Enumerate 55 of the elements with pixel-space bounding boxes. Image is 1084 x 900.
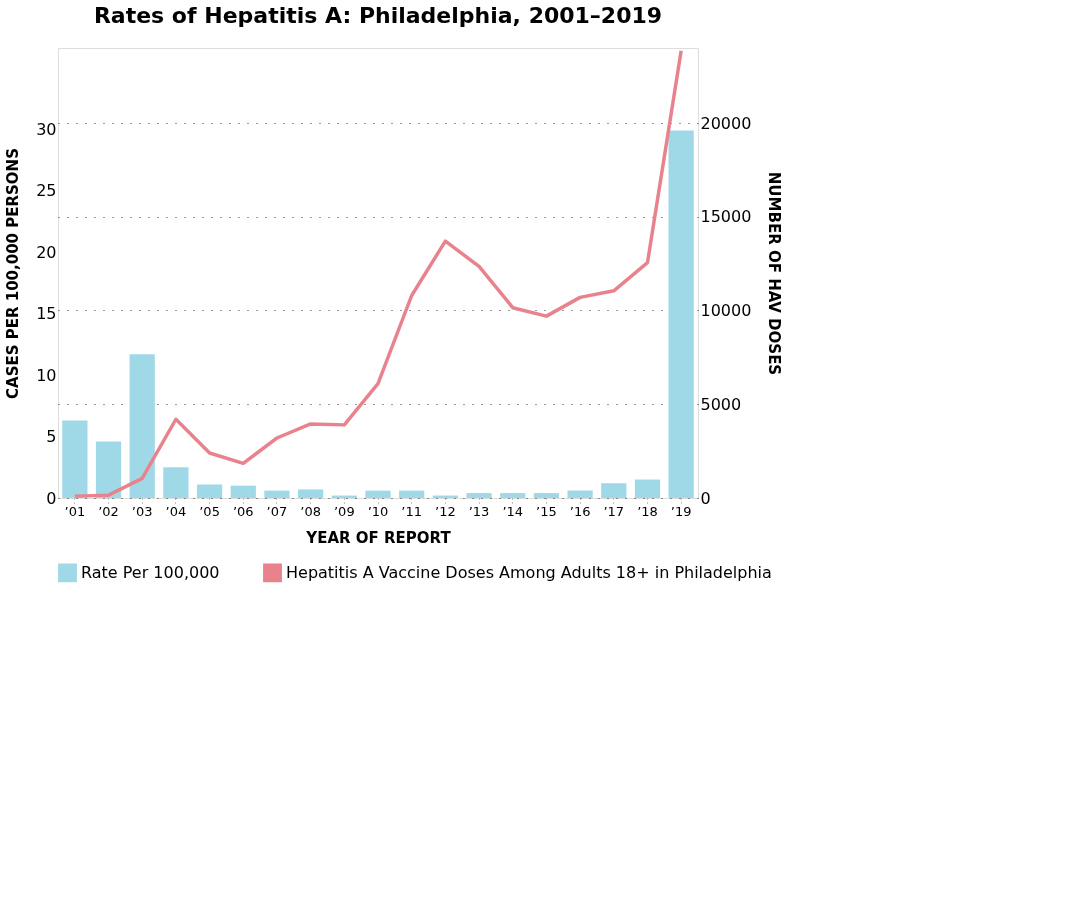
x-tick-label: ’11	[401, 503, 423, 519]
y-tick-label: 10	[36, 365, 57, 385]
y-tick-label: 25	[36, 181, 57, 201]
bar	[500, 493, 526, 498]
bar	[567, 490, 593, 498]
x-tick-label: ’02	[98, 503, 119, 519]
y-tick-label: 30	[36, 119, 57, 139]
y2-tick-label: 10000	[700, 301, 752, 320]
x-tick-label: ’07	[266, 503, 288, 519]
y2-tick-label: 20000	[700, 113, 752, 133]
bar	[365, 490, 391, 498]
bar	[163, 467, 189, 498]
bar	[264, 490, 290, 498]
x-tick-label: ’14	[502, 503, 524, 519]
x-tick-label: ’08	[300, 503, 321, 519]
x-tick-label: ’09	[333, 503, 355, 519]
bar	[668, 130, 694, 498]
x-tick-label: ’01	[64, 503, 86, 519]
y-tick-label: 0	[46, 488, 57, 508]
x-tick-label: ’17	[603, 503, 625, 519]
y-axis-title: CASES PER 100,000 PERSONS	[4, 148, 23, 399]
bar	[634, 479, 661, 498]
line-series	[73, 49, 683, 498]
chart-title: Rates of Hepatitis A: Philadelphia, 2001–2019	[93, 3, 663, 28]
bar	[466, 493, 492, 498]
x-tick-label: ’19	[670, 503, 692, 519]
bar	[196, 484, 223, 498]
y-tick-label: 15	[36, 304, 57, 324]
x-tick-label: ’15	[536, 503, 557, 519]
legend-label: Hepatitis A Vaccine Doses Among Adults 18+ in Philadelphia	[286, 562, 772, 582]
bar	[129, 354, 155, 498]
bar	[298, 489, 324, 498]
x-tick-label: ’13	[468, 503, 490, 519]
y2-tick-label: 5000	[700, 394, 742, 414]
x-tick-label: ’03	[131, 503, 153, 519]
x-tick-label: ’16	[569, 503, 591, 519]
y-tick-label: 5	[46, 427, 57, 447]
bar	[601, 483, 627, 498]
bar	[95, 441, 122, 498]
bar	[230, 485, 256, 498]
x-axis-title: YEAR OF REPORT	[305, 528, 452, 547]
x-tick-label: ’12	[435, 503, 456, 519]
bar	[62, 420, 88, 498]
y-tick-label: 20	[36, 242, 57, 262]
x-tick-label: ’04	[165, 503, 187, 519]
y2-tick-label: 0	[700, 488, 711, 508]
y2-tick-label: 15000	[700, 207, 752, 227]
y2-axis-title: NUMBER OF HAV DOSES	[765, 171, 784, 376]
legend-label: Rate Per 100,000	[81, 562, 220, 582]
bar	[399, 490, 425, 498]
x-tick-label: ’10	[367, 503, 389, 519]
x-tick-label: ’06	[232, 503, 254, 519]
bar	[533, 493, 560, 498]
x-tick-label: ’18	[637, 503, 658, 519]
x-tick-label: ’05	[199, 503, 220, 519]
